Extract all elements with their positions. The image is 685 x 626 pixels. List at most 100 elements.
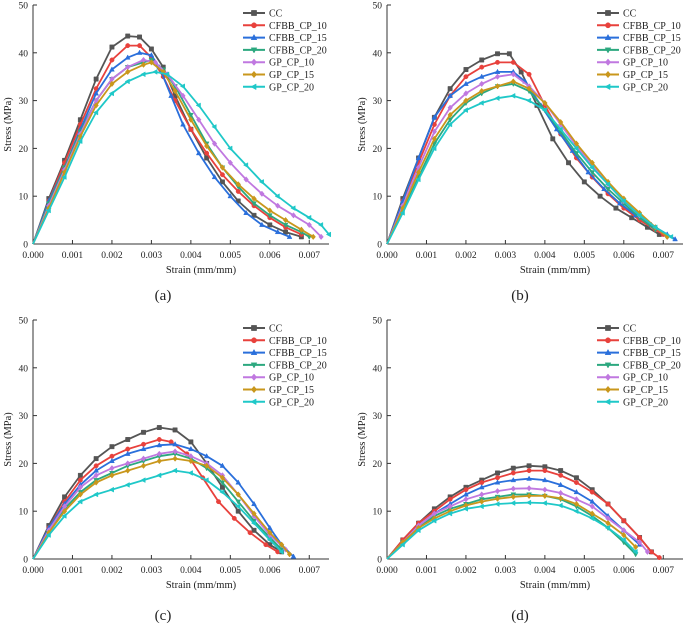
legend-label: CFBB_CP_20: [623, 360, 681, 371]
data-point: [621, 531, 627, 539]
data-point: [589, 503, 595, 510]
data-point: [604, 525, 611, 531]
panel-caption: (a): [155, 288, 172, 304]
data-point: [211, 124, 217, 130]
data-point: [141, 429, 146, 435]
data-point: [267, 222, 273, 228]
data-point: [203, 453, 210, 459]
legend-swatch-marker: [250, 70, 258, 79]
x-tick-label: 0.002: [455, 251, 477, 261]
series-gp-cp-20: [386, 92, 674, 245]
legend-entry: CFBB_CP_10: [597, 336, 681, 347]
data-point: [317, 222, 324, 228]
x-tick-label: 0.006: [613, 251, 635, 261]
legend-label: GP_CP_10: [623, 58, 668, 69]
data-point: [306, 214, 312, 221]
data-point: [558, 489, 564, 497]
data-point: [495, 470, 500, 476]
data-point: [45, 532, 51, 538]
y-tick-label: 20: [373, 145, 383, 155]
data-point: [310, 233, 316, 240]
data-point: [558, 495, 564, 502]
data-point: [525, 97, 532, 104]
x-tick-label: 0.004: [180, 566, 202, 576]
data-point: [463, 97, 469, 104]
data-point: [125, 437, 131, 442]
data-point: [318, 233, 324, 240]
data-point: [306, 221, 312, 229]
data-point: [617, 200, 623, 206]
data-point: [447, 92, 453, 98]
legend-entry: CFBB_CP_15: [243, 348, 327, 359]
data-point: [251, 212, 257, 218]
data-point: [279, 541, 285, 548]
data-point: [203, 477, 209, 483]
y-tick-label: 0: [23, 241, 28, 251]
series-line: [32, 457, 291, 560]
data-point: [415, 154, 422, 160]
data-point: [478, 73, 485, 79]
data-point: [168, 92, 174, 98]
data-point: [235, 479, 242, 485]
data-point: [510, 470, 516, 476]
legend-swatch-marker: [250, 385, 258, 394]
y-axis-label: Stress (MPa): [3, 412, 14, 467]
data-point: [510, 59, 516, 65]
data-point: [478, 503, 484, 510]
data-point: [77, 472, 83, 478]
series-cc: [32, 33, 304, 245]
data-point: [219, 489, 225, 495]
legend-entry: CFBB_CP_10: [243, 21, 327, 32]
data-point: [573, 480, 579, 485]
data-point: [510, 485, 516, 492]
data-point: [573, 151, 580, 157]
y-tick-label: 50: [373, 317, 383, 327]
data-point: [92, 109, 99, 116]
legend-label: CC: [269, 9, 283, 20]
data-point: [573, 140, 580, 147]
data-point: [494, 95, 500, 102]
data-point: [125, 446, 131, 452]
data-point: [526, 492, 532, 500]
data-point: [125, 43, 131, 49]
data-point: [188, 439, 194, 445]
data-point: [172, 455, 178, 462]
data-point: [109, 57, 115, 63]
data-point: [109, 444, 115, 450]
data-point: [463, 90, 469, 97]
legend-swatch-marker: [251, 10, 257, 16]
legend-entry: CC: [597, 9, 637, 20]
data-point: [219, 164, 226, 171]
data-point: [286, 551, 293, 558]
data-point: [298, 226, 305, 233]
data-point: [251, 510, 257, 517]
data-point: [148, 59, 155, 66]
x-tick-label: 0.002: [101, 566, 123, 576]
data-point: [479, 57, 485, 63]
data-point: [235, 503, 241, 510]
data-point: [542, 476, 548, 483]
legend-label: GP_CP_10: [623, 373, 668, 384]
legend-label: CFBB_CP_20: [269, 45, 327, 56]
data-point: [494, 501, 500, 507]
data-point: [274, 228, 281, 235]
data-point: [495, 59, 500, 65]
y-tick-label: 20: [373, 460, 383, 470]
legend-swatch-marker: [605, 325, 611, 331]
data-point: [290, 205, 296, 211]
data-point: [77, 491, 83, 498]
data-point: [463, 487, 469, 493]
data-point: [479, 491, 485, 498]
data-point: [250, 520, 257, 526]
data-point: [672, 236, 678, 242]
x-tick-label: 0.007: [653, 566, 675, 576]
data-point: [219, 474, 226, 481]
data-point: [589, 159, 595, 166]
data-point: [526, 71, 532, 77]
data-point: [125, 467, 131, 474]
data-point: [267, 529, 273, 536]
data-point: [247, 530, 253, 536]
data-point: [431, 135, 437, 142]
data-point: [479, 480, 485, 485]
data-point: [399, 541, 405, 548]
